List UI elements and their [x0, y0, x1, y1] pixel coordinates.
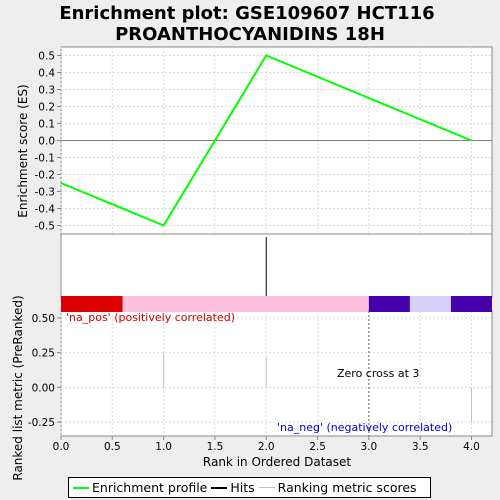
- es-y-axis-label: Enrichment score (ES): [16, 84, 30, 217]
- legend-ranking-label: Ranking metric scores: [278, 480, 417, 495]
- x-tick-label: 4.0: [463, 441, 480, 453]
- heat-band-segment: [451, 296, 492, 312]
- heat-band-segment: [123, 296, 369, 312]
- pos-correlated-label: 'na_pos' (positively correlated): [66, 311, 235, 324]
- es-y-tick-label: 0.0: [38, 136, 55, 148]
- ranking-y-tick-label: 0.00: [32, 382, 55, 394]
- x-tick-label: 3.0: [361, 441, 378, 453]
- legend-hits-label: Hits: [230, 480, 254, 495]
- es-y-tick-label: -0.2: [35, 170, 56, 182]
- es-y-tick-label: -0.1: [35, 153, 56, 165]
- ranking-plot-area: [61, 311, 492, 436]
- hits-plot-area: [61, 234, 492, 297]
- es-y-ticks: 0.5 0.4 0.3 0.2 0.1 0.0 -0.1 -0.2 -0.3 -0.4 -0.5: [35, 51, 62, 233]
- x-tick-label: 2.5: [309, 441, 326, 453]
- ranking-heat-band: [61, 296, 492, 312]
- es-y-tick-label: 0.3: [38, 85, 55, 97]
- es-y-tick-label: -0.5: [35, 221, 56, 233]
- es-y-tick-label: 0.4: [38, 68, 55, 80]
- heat-band-segment: [61, 296, 123, 312]
- x-tick-label: 2.0: [258, 441, 275, 453]
- x-tick-label: 0.5: [104, 441, 121, 453]
- ranking-y-ticks: 0.50 0.25 0.00 -0.25: [28, 313, 61, 429]
- es-y-tick-label: 0.1: [38, 119, 55, 131]
- x-tick-label: 3.5: [412, 441, 429, 453]
- es-y-tick-label: 0.2: [38, 102, 55, 114]
- legend-hits-swatch: [211, 487, 227, 489]
- x-tick-label: 0.0: [53, 441, 70, 453]
- legend-item-hits: Hits: [211, 480, 254, 495]
- zero-cross-label: Zero cross at 3: [337, 367, 419, 380]
- x-tick-label: 1.5: [207, 441, 224, 453]
- x-axis-label: Rank in Ordered Dataset: [203, 455, 351, 469]
- legend-item-ranking: Ranking metric scores: [259, 480, 417, 495]
- es-y-tick-label: 0.5: [38, 51, 55, 63]
- x-tick-label: 1.0: [155, 441, 172, 453]
- chart-title-line2: PROANTHOCYANIDINS 18H: [115, 24, 385, 45]
- neg-correlated-label: 'na_neg' (negatively correlated): [277, 421, 452, 434]
- legend-item-profile: Enrichment profile: [73, 480, 207, 495]
- heat-band-segment: [410, 296, 451, 312]
- ranking-y-tick-label: 0.50: [32, 313, 55, 325]
- legend-profile-label: Enrichment profile: [92, 480, 207, 495]
- heat-band-segment: [369, 296, 410, 312]
- chart-legend: Enrichment profile Hits Ranking metric s…: [68, 477, 431, 498]
- ranking-y-tick-label: 0.25: [32, 348, 55, 360]
- legend-profile-swatch: [73, 487, 89, 489]
- es-y-tick-label: -0.4: [35, 204, 56, 216]
- ranking-y-tick-label: -0.25: [28, 417, 55, 429]
- x-axis-ticks: 0.0 0.5 1.0 1.5 2.0 2.5 3.0 3.5 4.0: [53, 436, 480, 453]
- legend-ranking-swatch: [259, 487, 275, 488]
- chart-title-line1: Enrichment plot: GSE109607 HCT116: [59, 3, 434, 24]
- es-y-tick-label: -0.3: [35, 187, 56, 199]
- ranking-y-axis-label: Ranked list metric (PreRanked): [11, 295, 25, 480]
